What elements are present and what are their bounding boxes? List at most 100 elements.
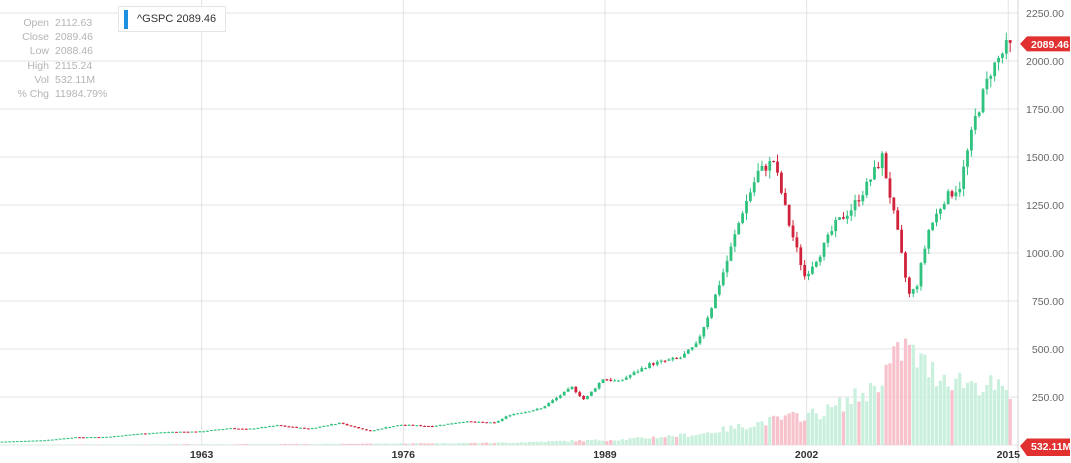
candle-body: [830, 231, 834, 235]
volume-bar: [155, 444, 159, 445]
candle-body: [341, 422, 345, 424]
volume-bar: [291, 444, 295, 445]
candle-body: [500, 418, 504, 422]
candle-body: [919, 263, 923, 287]
volume-bar: [244, 444, 248, 445]
candle-body: [450, 423, 454, 425]
volume-bar: [876, 392, 880, 445]
volume-bar: [434, 443, 438, 445]
candle-body: [43, 440, 46, 442]
x-tick-label: 1989: [593, 449, 617, 461]
candle-body: [81, 437, 85, 439]
volume-bar: [725, 431, 729, 445]
candle-body: [636, 371, 640, 373]
candle-body: [818, 256, 822, 262]
volume-bar: [450, 443, 454, 445]
candle-body: [128, 434, 132, 436]
candle-body: [1001, 53, 1004, 58]
candle-body: [268, 426, 271, 428]
volume-bar: [713, 432, 718, 445]
candle-body: [938, 209, 942, 214]
volume-bar: [570, 440, 574, 445]
candle-body: [287, 426, 291, 428]
candle-body: [504, 416, 508, 419]
candle-body: [318, 426, 322, 428]
candle-body: [524, 411, 527, 413]
candle-body: [644, 368, 648, 370]
volume-bar: [190, 444, 194, 445]
volume-bar: [353, 443, 357, 445]
candle-body: [171, 431, 174, 433]
candle-body: [954, 192, 958, 197]
candle-body: [427, 425, 430, 427]
candle-body: [609, 379, 613, 381]
volume-bar: [582, 441, 586, 445]
candle-body: [438, 424, 442, 426]
candle-body: [508, 415, 512, 417]
candle-body: [62, 438, 66, 440]
candle-body: [756, 170, 760, 183]
candle-body: [462, 422, 465, 424]
series-legend[interactable]: ^GSPC 2089.46: [118, 6, 226, 32]
volume-bar: [663, 437, 667, 445]
y-tick-label: 1750.00: [1026, 104, 1064, 116]
candle-body: [865, 181, 869, 196]
candle-body: [892, 197, 896, 211]
volume-bar: [496, 442, 500, 445]
volume-bar: [853, 388, 857, 445]
volume-bar: [279, 444, 283, 445]
volume-bar: [686, 436, 690, 445]
volume-bar: [651, 436, 656, 445]
volume-bar: [900, 360, 904, 445]
candle-body: [876, 166, 880, 169]
candle-body: [659, 360, 663, 362]
candle-body: [206, 430, 209, 432]
candle-body: [140, 433, 143, 435]
volume-bar: [748, 427, 752, 445]
x-axis: 1963 1976 1989 2002 2015: [190, 449, 1020, 461]
volume-bar: [527, 441, 531, 445]
grid: [0, 0, 1019, 463]
candle-body: [946, 191, 950, 204]
volume-bar: [201, 444, 206, 445]
volume-bar: [709, 433, 714, 445]
last-volume-tag: [1020, 438, 1070, 456]
volume-bar: [830, 407, 834, 445]
volume-bar: [954, 378, 958, 445]
candle-body: [105, 436, 109, 438]
candle-body: [392, 426, 396, 428]
candle-body: [586, 395, 589, 400]
candle-body: [702, 327, 706, 337]
candle-body: [679, 357, 682, 359]
candle-body: [326, 425, 330, 427]
volume-bar: [733, 428, 737, 445]
candle-body: [291, 426, 295, 428]
candle-body: [973, 115, 977, 130]
candle-body: [442, 424, 446, 426]
volume-bar: [547, 441, 551, 445]
volume-bar: [333, 444, 338, 445]
volume-bar: [605, 440, 609, 445]
last-price-tag: [1020, 36, 1070, 52]
candle-body: [322, 425, 326, 427]
volume-bar: [927, 377, 931, 445]
candle-body: [233, 428, 237, 430]
volume-bar: [136, 444, 140, 445]
volume-bar: [225, 444, 229, 445]
volume-bar: [566, 441, 570, 445]
candle-body: [593, 388, 597, 392]
volume-bar: [558, 440, 562, 445]
candle-body: [345, 423, 349, 426]
candle-body: [966, 150, 969, 167]
candle-body: [869, 179, 872, 182]
volume-bar: [392, 443, 396, 445]
candle-body: [857, 200, 861, 202]
candle-body: [838, 217, 841, 220]
volume-bar: [252, 444, 256, 445]
candle-body: [493, 422, 496, 424]
volume-bar: [737, 423, 741, 445]
volume-bar: [302, 444, 307, 445]
volume-bar: [368, 443, 372, 445]
candle-body: [911, 289, 915, 294]
candle-body: [783, 192, 787, 205]
